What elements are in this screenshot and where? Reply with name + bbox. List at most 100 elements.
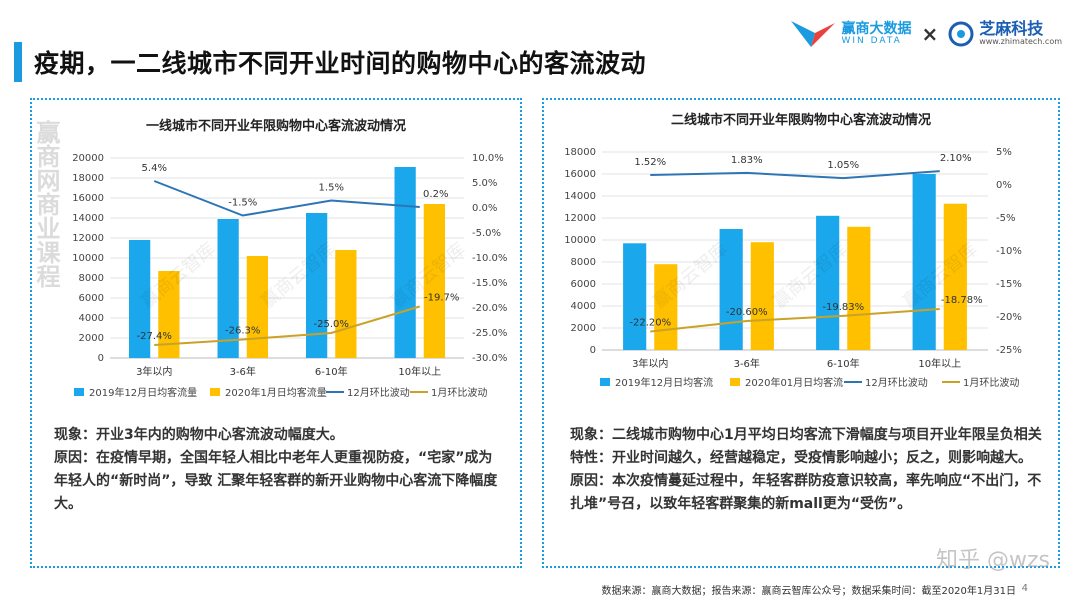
y-tick-label: 14000 [72,213,104,224]
y-tick-label: 0 [590,345,596,356]
y-tick-label: 16000 [564,169,596,180]
y-tick-label: 12000 [72,233,104,244]
legend-label: 1月环比波动 [963,376,1019,389]
y-tick-label: 18000 [72,173,104,184]
line-data-label: 1.05% [827,160,859,171]
win-data-logo: 赢商大数据 WIN DATA [791,19,911,49]
y2-tick-label: -20.0% [472,303,507,314]
line-data-label: 0.2% [423,189,448,200]
tier2-chart: 二线城市不同开业年限购物中心客流波动情况 0 2000 4000 6000 8000 100… [564,112,1022,389]
y-tick-label: 6000 [79,293,104,304]
y-tick-label: 16000 [72,193,104,204]
line-data-label: -20.60% [726,307,768,318]
y2-tick-label: -25% [996,345,1022,356]
bar-dec [816,215,840,350]
y-tick-label: 2000 [79,333,104,344]
win-data-logo-cn: 赢商大数据 [841,20,912,37]
legend-label: 12月环比波动 [865,376,928,389]
legend-label: 1月环比波动 [431,386,487,399]
y2-tick-label: -15.0% [472,278,507,289]
y2-tick-label: 5% [996,147,1012,158]
line-jan [650,307,940,333]
y2-tick-label: -15% [996,279,1022,290]
bar-jan [335,250,357,358]
line-data-label: 2.10% [940,153,972,164]
bar-dec [623,243,647,350]
bar-dec [306,213,328,358]
y-tick-label: 0 [98,353,104,364]
y-tick-label: 14000 [564,191,596,202]
page-number: 4 [1021,583,1028,594]
y2-tick-label: 10.0% [472,153,504,164]
x-tick-label: 6-10年 [315,365,348,378]
y2-tick-label: -25.0% [472,328,507,339]
line-data-label: 1.5% [319,183,344,194]
left-text-block: 现象：开业3年内的购物中心客流波动幅度大。 原因：在疫情早期，全国年轻人相比中老… [54,424,506,516]
y2-tick-label: -10% [996,246,1022,257]
line-data-label: -26.3% [225,326,260,337]
y-tick-label: 6000 [571,279,596,290]
y-tick-label: 20000 [72,153,104,164]
y2-tick-label: 0.0% [472,203,497,214]
line-data-label: 1.52% [634,157,666,168]
bar-jan [943,203,967,350]
left-panel: 一线城市不同开业年限购物中心客流波动情况 0 2000 4000 6000 8000 100… [30,98,522,568]
line-data-label: 1.83% [731,155,763,166]
bar-jan [246,256,268,358]
x-tick-label: 10年以上 [918,357,961,370]
line-data-label: -18.78% [941,295,983,306]
y-tick-label: 12000 [564,213,596,224]
x-tick-label: 10年以上 [398,365,441,378]
line-data-label: -27.4% [137,331,172,342]
bar-jan [847,226,871,350]
bar-dec [217,219,239,358]
x-tick-label: 3-6年 [230,365,256,378]
line-data-label: -22.20% [629,318,671,329]
chart-title: 二线城市不同开业年限购物中心客流波动情况 [671,112,931,128]
line-dec [153,180,420,217]
win-data-logo-en: WIN DATA [841,35,902,46]
legend-swatch [730,378,740,386]
y-tick-label: 2000 [571,323,596,334]
y2-tick-label: -20% [996,312,1022,323]
y2-tick-label: -5.0% [472,228,501,239]
bar-jan [750,242,774,350]
y2-tick-label: 5.0% [472,178,497,189]
title-accent-bar [14,42,22,82]
chart-title: 一线城市不同开业年限购物中心客流波动情况 [146,118,406,134]
right-text-block: 现象：二线城市购物中心1月平均日均客流下滑幅度与项目开业年限呈负相关特性：开业时… [570,424,1046,516]
page-title: 疫期，一二线城市不同开业时间的购物中心的客流波动 [34,49,647,78]
y-tick-label: 10000 [564,235,596,246]
left-phenomenon: 现象：开业3年内的购物中心客流波动幅度大。 [54,427,344,443]
line-jan [154,305,421,346]
logo-group: 赢商大数据 WIN DATA × 芝麻科技 www.zhimatech.com [791,14,1062,54]
bar-dec [129,240,151,358]
zhima-logo-icon [948,21,974,47]
bar-dec [912,174,936,350]
logo-separator: × [921,22,939,46]
x-tick-label: 6-10年 [827,357,860,370]
footer-source: 数据来源：赢商大数据；报告来源：赢商云智库公众号；数据采集时间：截至2020年1… [601,586,1016,597]
y2-tick-label: -5% [996,213,1015,224]
y-tick-label: 8000 [571,257,596,268]
line-data-label: -19.83% [822,302,864,313]
bar-jan [158,271,180,358]
line-data-label: -25.0% [314,319,349,330]
y-tick-label: 4000 [79,313,104,324]
bar-dec [394,167,416,358]
y2-tick-label: 0% [996,180,1012,191]
right-panel: 二线城市不同开业年限购物中心客流波动情况 0 2000 4000 6000 8000 100… [542,98,1060,568]
left-reason: 原因：在疫情早期，全国年轻人相比中老年人更重视防疫，“宅家”成为年轻人的“新时尚… [54,450,498,512]
bar-jan [423,204,445,358]
legend-label: 2020年01月日均客流 [745,376,843,389]
y2-tick-label: -10.0% [472,253,507,264]
zhima-logo-en: www.zhimatech.com [979,37,1062,47]
zhima-logo-cn: 芝麻科技 [979,19,1044,39]
y2-tick-label: -30.0% [472,353,507,364]
zhima-logo: 芝麻科技 www.zhimatech.com [948,21,1062,47]
y-tick-label: 10000 [72,253,104,264]
line-data-label: -19.7% [424,293,459,304]
x-tick-label: 3年以内 [632,357,668,370]
y-tick-label: 8000 [79,273,104,284]
tier1-chart: 一线城市不同开业年限购物中心客流波动情况 0 2000 4000 6000 8000 100… [72,118,507,399]
